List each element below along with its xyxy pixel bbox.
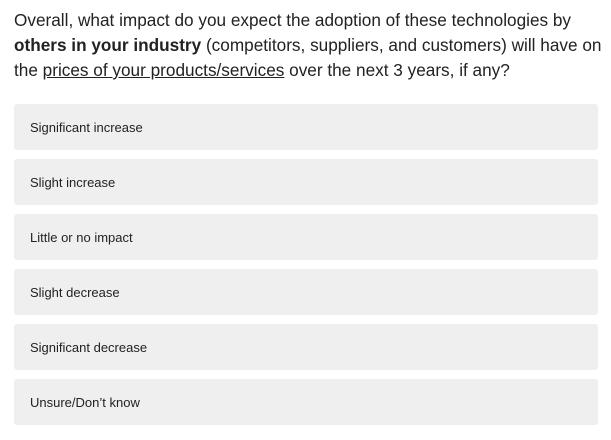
- option-slight-decrease[interactable]: Slight decrease: [14, 269, 598, 315]
- option-label: Slight increase: [30, 174, 116, 190]
- question-part-2: (competitors, suppliers, and customers) …: [14, 35, 602, 80]
- option-significant-increase[interactable]: Significant increase: [14, 104, 598, 150]
- option-label: Significant decrease: [30, 339, 148, 355]
- question-text: Overall, what impact do you expect the a…: [14, 8, 604, 83]
- option-label: Unsure/Don’t know: [30, 394, 140, 410]
- question-part-3: over the next 3 years, if any?: [284, 60, 510, 80]
- option-label: Significant increase: [30, 119, 143, 135]
- option-label: Slight decrease: [30, 284, 120, 300]
- question-emphasis: others in your industry: [14, 35, 202, 55]
- option-slight-increase[interactable]: Slight increase: [14, 159, 598, 205]
- answer-options: Significant increase Slight increase Lit…: [14, 104, 598, 434]
- option-significant-decrease[interactable]: Significant decrease: [14, 324, 598, 370]
- question-underlined-term: prices of your products/services: [42, 60, 285, 80]
- option-label: Little or no impact: [30, 229, 133, 245]
- question-part-1: Overall, what impact do you expect the a…: [14, 10, 572, 30]
- option-unsure-dont-know[interactable]: Unsure/Don’t know: [14, 379, 598, 425]
- option-little-or-no-impact[interactable]: Little or no impact: [14, 214, 598, 260]
